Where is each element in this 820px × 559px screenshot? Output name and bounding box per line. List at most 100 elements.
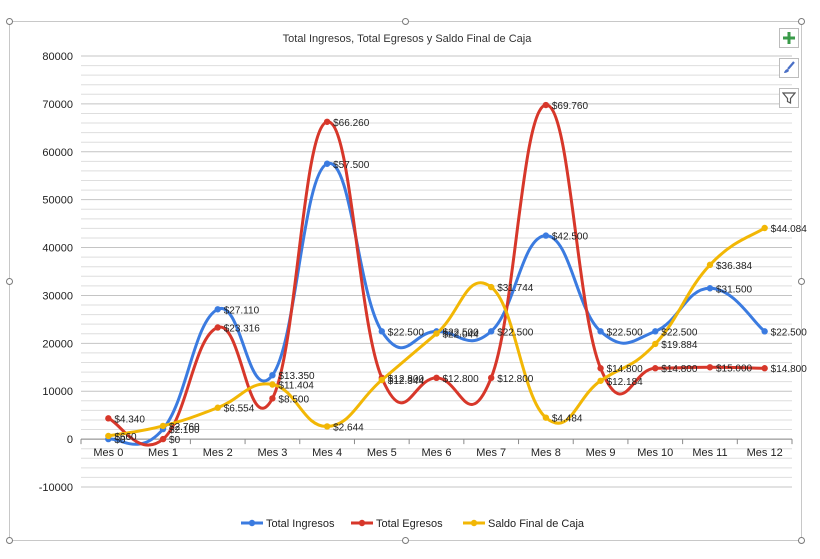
data-label: $4.484: [552, 414, 583, 425]
x-tick-label: Mes 3: [257, 447, 287, 459]
resize-handle-middle-right[interactable]: [798, 278, 805, 285]
legend-label[interactable]: Saldo Final de Caja: [488, 518, 585, 530]
data-label: $12.800: [497, 374, 534, 385]
data-label: $11.404: [278, 380, 314, 391]
plus-icon: [783, 32, 795, 44]
data-point[interactable]: [597, 328, 604, 335]
resize-handle-bottom-right[interactable]: [798, 537, 805, 544]
add-chart-element-button[interactable]: [779, 28, 799, 48]
x-tick-label: Mes 2: [203, 447, 233, 459]
legend-label[interactable]: Total Egresos: [376, 518, 443, 530]
data-label: $22.500: [443, 327, 480, 338]
data-point[interactable]: [159, 435, 167, 443]
y-tick-label: 80000: [42, 51, 73, 63]
data-point[interactable]: [159, 422, 167, 430]
x-tick-label: Mes 7: [476, 447, 506, 459]
data-label: $12.800: [443, 374, 480, 385]
series-line-1[interactable]: [106, 103, 767, 447]
data-point[interactable]: [214, 324, 221, 331]
data-point[interactable]: [761, 365, 768, 372]
data-label: $0: [169, 435, 181, 446]
data-point[interactable]: [378, 376, 386, 384]
data-label: $2.760: [169, 422, 200, 433]
x-tick-label: Mes 9: [586, 447, 616, 459]
x-tick-label: Mes 0: [93, 447, 123, 459]
x-tick-label: Mes 10: [637, 447, 673, 459]
data-point[interactable]: [323, 160, 331, 167]
data-point[interactable]: [433, 330, 440, 337]
data-point[interactable]: [706, 285, 714, 292]
chart-filters-button[interactable]: [779, 88, 799, 108]
data-point[interactable]: [652, 328, 659, 335]
resize-handle-top-center[interactable]: [402, 18, 409, 25]
series-layer: [105, 101, 768, 447]
data-point[interactable]: [487, 328, 495, 335]
legend-marker: [248, 519, 256, 527]
data-label: $66.260: [333, 118, 370, 129]
data-point[interactable]: [214, 404, 221, 411]
data-point[interactable]: [597, 365, 604, 372]
chart-area[interactable]: [9, 21, 802, 541]
data-labels-layer: $0$2.100$27.110$13.350$57.500$22.500 $22.…: [114, 101, 807, 446]
brush-icon: [784, 61, 795, 73]
data-point[interactable]: [269, 381, 276, 388]
resize-handle-bottom-left[interactable]: [6, 537, 13, 544]
data-point[interactable]: [761, 328, 768, 335]
data-point[interactable]: [652, 365, 659, 372]
data-point[interactable]: [542, 101, 550, 109]
data-label: $22.500: [661, 327, 698, 338]
y-tick-label: 70000: [42, 99, 73, 111]
y-tick-label: 30000: [42, 290, 73, 302]
data-label: $14.800: [607, 364, 644, 375]
data-point[interactable]: [378, 328, 386, 335]
y-tick-label: -10000: [39, 482, 73, 494]
data-point[interactable]: [105, 415, 112, 422]
resize-handle-top-right[interactable]: [798, 18, 805, 25]
data-point[interactable]: [214, 306, 221, 313]
x-axis-labels: Mes 0 Mes 1 Mes 2 Mes 3 Mes 4 Mes 5 Mes 6 Mes 7…: [93, 447, 782, 459]
data-point[interactable]: [269, 395, 276, 402]
chart-styles-button[interactable]: [779, 58, 799, 78]
x-tick-label: Mes 12: [747, 447, 783, 459]
data-point[interactable]: [706, 261, 714, 269]
x-tick-label: Mes 4: [312, 447, 342, 459]
data-label: $22.500: [497, 327, 534, 338]
data-label: $12.184: [607, 377, 644, 388]
series-line-0[interactable]: [106, 162, 767, 446]
data-label: $31.744: [497, 283, 534, 294]
data-label: $12.344: [388, 376, 425, 387]
data-point[interactable]: [105, 432, 112, 440]
resize-handle-middle-left[interactable]: [6, 278, 13, 285]
data-point[interactable]: [706, 364, 714, 371]
y-tick-label: 10000: [42, 386, 73, 398]
data-point[interactable]: [323, 423, 331, 430]
data-label: $22.500: [771, 327, 808, 338]
data-point[interactable]: [269, 371, 276, 379]
y-tick-label: 50000: [42, 195, 73, 207]
y-tick-label: 0: [67, 434, 73, 446]
y-tick-label: 60000: [42, 147, 73, 159]
legend-label[interactable]: Total Ingresos: [266, 518, 335, 530]
data-label: $36.384: [716, 261, 753, 272]
legend: Total Ingresos Total Egresos Saldo Final d…: [241, 518, 585, 530]
data-label: $44.084: [771, 224, 808, 235]
data-point[interactable]: [652, 340, 659, 348]
data-label: $22.500: [607, 327, 644, 338]
data-point[interactable]: [542, 414, 550, 421]
data-point[interactable]: [761, 224, 768, 232]
data-label: $6.554: [224, 404, 255, 415]
data-point[interactable]: [433, 374, 440, 382]
data-label: $69.760: [552, 101, 589, 112]
data-point[interactable]: [487, 374, 495, 382]
filter-icon: [782, 92, 796, 104]
resize-handle-bottom-center[interactable]: [402, 537, 409, 544]
data-label: $14.800: [771, 364, 808, 375]
data-label: $22.044: [443, 330, 480, 341]
data-point[interactable]: [487, 283, 495, 291]
data-label: $27.110: [224, 305, 260, 316]
data-point[interactable]: [597, 377, 604, 384]
data-point[interactable]: [542, 232, 550, 239]
resize-handle-top-left[interactable]: [6, 18, 13, 25]
data-point[interactable]: [323, 118, 331, 125]
